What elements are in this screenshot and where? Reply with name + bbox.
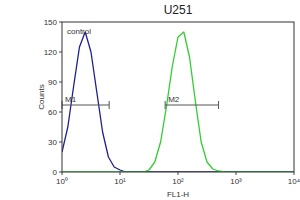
histogram-curve (62, 32, 294, 172)
y-tick-label: 90 (48, 78, 57, 87)
histogram-curve (62, 32, 294, 172)
x-tick-label: 10² (172, 177, 184, 186)
gate-end (109, 101, 110, 109)
x-axis-label: FL1-H (167, 190, 189, 199)
plot-frame (62, 22, 294, 172)
gate-bar (62, 105, 109, 106)
y-tick-label: 0 (53, 168, 58, 177)
gate-bar (165, 105, 218, 106)
y-tick-label: 60 (48, 108, 57, 117)
plot-area (62, 32, 294, 172)
x-tick-label: 10⁰ (56, 177, 68, 186)
x-tick-label: 10⁴ (288, 177, 300, 186)
y-axis-label: Counts (37, 84, 46, 109)
title: U251 (164, 3, 193, 17)
gate-end (218, 101, 219, 109)
x-tick-label: 10¹ (114, 177, 126, 186)
y-tick-label: 120 (44, 48, 58, 57)
chart: U251 0 30 60 90 120 150 10⁰ 10¹ 10² 10³ 10⁴ FL1-H Cou… (0, 0, 300, 200)
y-tick-label: 150 (44, 18, 58, 27)
annotation: control (67, 27, 91, 36)
gate-label: M1 (65, 95, 77, 104)
gate: M1 (62, 95, 109, 109)
x-tick-label: 10³ (230, 177, 242, 186)
y-tick-label: 30 (48, 138, 57, 147)
gate-label: M2 (168, 95, 180, 104)
gate-end (165, 101, 166, 109)
gate: M2 (165, 95, 218, 109)
